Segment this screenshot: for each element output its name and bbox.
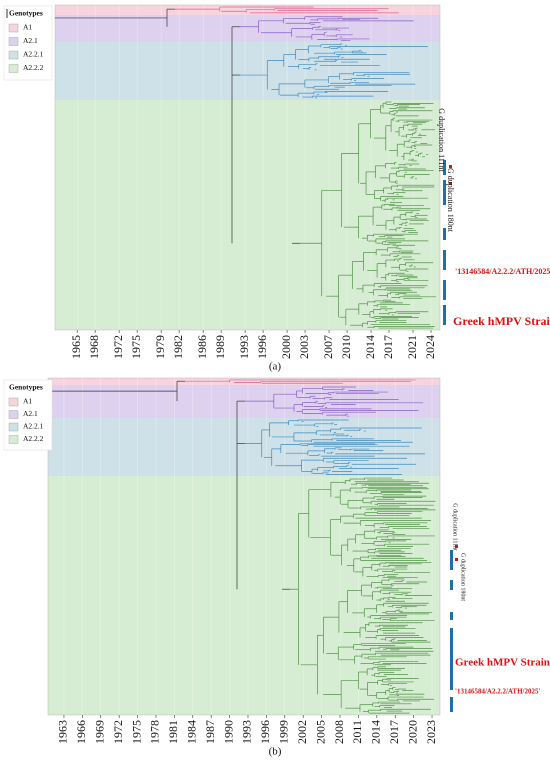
x-tick-label: 1978	[148, 720, 162, 744]
legend-label: A1	[23, 23, 32, 32]
annotation: '13146584/A2.2.2/ATH/2025'	[455, 688, 540, 696]
clade-marker	[443, 280, 446, 300]
x-tick-label: 1965	[69, 335, 83, 359]
clade-marker	[443, 180, 446, 205]
x-tick-label: 2002	[295, 720, 309, 744]
annotation: '13146584/A2.2.2/ATH/2025'	[455, 267, 550, 276]
legend-swatch	[8, 422, 19, 432]
legend-swatch	[8, 23, 19, 33]
x-tick-label: 1979	[153, 335, 167, 359]
x-tick-label: 2014	[363, 335, 377, 359]
clade-marker	[450, 580, 453, 590]
clade-marker	[450, 612, 453, 620]
legend-swatch	[8, 37, 19, 46]
plot-frame	[54, 4, 441, 331]
x-tick-label: 2023	[424, 720, 438, 744]
x-tick-label: 2021	[405, 335, 419, 359]
x-tick-label: 2014	[369, 720, 383, 744]
annotation: Greek hMPV Strains	[455, 657, 550, 669]
x-tick-label: 1986	[195, 335, 209, 359]
x-tick-label: 1990	[221, 720, 235, 744]
x-tick-label: 2024	[423, 335, 437, 359]
x-tick-label: 2020	[405, 720, 419, 744]
x-tick-label: 1968	[87, 335, 101, 359]
phylogenetic-tree	[55, 6, 437, 329]
legend-title: Genotypes	[9, 383, 43, 392]
clade-marker	[449, 182, 452, 185]
clade-marker	[443, 228, 446, 240]
clade-marker	[450, 550, 453, 570]
x-tick-label: 1972	[111, 335, 125, 359]
legend-label: A2.2.2	[23, 434, 44, 443]
x-tick-label: 1996	[255, 335, 269, 359]
genotype-band	[55, 15, 440, 42]
legend-swatch	[8, 410, 19, 419]
legend-swatch	[8, 435, 19, 444]
legend-swatch	[8, 50, 19, 60]
annotation: G duplication 180nt	[460, 553, 466, 601]
panel-label: (b)	[269, 746, 282, 758]
x-tick-label: 2017	[387, 720, 401, 744]
x-tick-label: 1996	[258, 720, 272, 744]
clade-marker	[443, 305, 446, 325]
genotype-band	[48, 418, 440, 476]
phylogenetic-tree	[48, 379, 436, 714]
annotation: Greek hMPV Strains	[453, 314, 550, 328]
legend-label: A1	[23, 397, 32, 406]
x-tick-label: 1972	[111, 720, 125, 744]
clade-marker	[449, 165, 452, 168]
x-tick-label: 1989	[213, 335, 227, 359]
legend-label: A2.2.2	[23, 63, 44, 72]
legend-swatch	[8, 397, 19, 407]
x-tick-label: 1984	[185, 720, 199, 744]
x-tick-label: 1966	[74, 720, 88, 744]
clade-marker	[443, 160, 446, 175]
x-tick-label: 2000	[279, 335, 293, 359]
clade-marker	[450, 697, 453, 712]
x-tick-label: 2008	[332, 720, 346, 744]
x-tick-label: 1975	[129, 720, 143, 744]
legend-label: A2.2.1	[23, 50, 44, 59]
panel-label: (a)	[269, 361, 282, 373]
legend-label: A2.2.1	[23, 422, 44, 431]
clade-marker	[450, 628, 453, 690]
genotype-band	[48, 385, 440, 418]
clade-marker	[455, 545, 458, 548]
x-tick-label: 2010	[339, 335, 353, 359]
clade-marker	[455, 558, 458, 561]
x-tick-label: 1982	[171, 335, 185, 359]
x-tick-label: 1981	[166, 720, 180, 744]
annotation: G duplication 180nt	[446, 168, 455, 233]
legend-swatch	[8, 64, 19, 73]
x-tick-label: 1969	[93, 720, 107, 744]
plot-frame	[47, 377, 441, 716]
legend-label: A2.1	[23, 409, 38, 418]
legend-label: A2.1	[23, 36, 38, 45]
x-tick-label: 1975	[129, 335, 143, 359]
clade-marker	[443, 250, 446, 270]
x-tick-label: 1993	[237, 335, 251, 359]
x-tick-label: 1993	[240, 720, 254, 744]
x-tick-label: 2011	[350, 720, 364, 744]
annotation: G duplication 111nt	[437, 108, 446, 172]
annotation: G duplication 111nt	[452, 503, 458, 551]
x-tick-label: 1963	[56, 720, 70, 744]
x-tick-label: 1999	[277, 720, 291, 744]
x-tick-label: 2017	[381, 335, 395, 359]
x-tick-label: 1987	[203, 720, 217, 744]
x-tick-label: 2007	[321, 335, 335, 359]
x-tick-label: 2003	[297, 335, 311, 359]
x-tick-label: 2005	[313, 720, 327, 744]
legend-title: Genotypes	[9, 9, 43, 18]
genotype-band	[48, 378, 440, 385]
